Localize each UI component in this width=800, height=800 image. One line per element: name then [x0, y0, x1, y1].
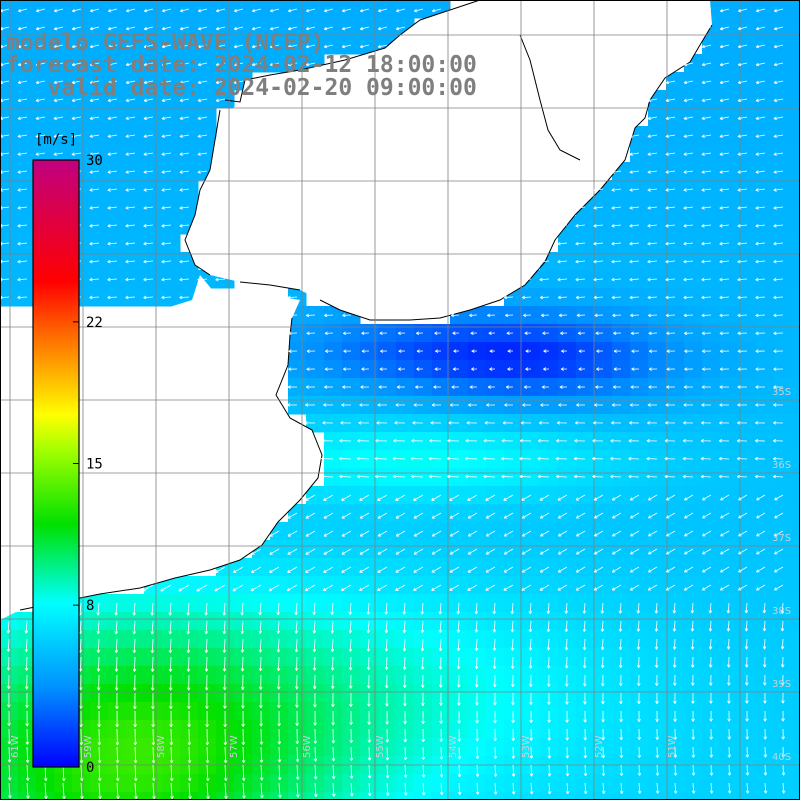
- model-title: modelo GEFS-WAVE (NCEP): [6, 30, 325, 56]
- lon-label: 55W: [375, 735, 386, 758]
- lon-label: 58W: [156, 735, 167, 758]
- lon-label: 61W: [10, 735, 21, 758]
- lon-label: 59W: [83, 735, 94, 758]
- coastline: [19, 0, 713, 611]
- lat-label: 38S: [772, 606, 791, 617]
- lon-label: 51W: [667, 735, 678, 758]
- longitude-labels: 61W 59W 58W 57W 56W 55W 54W 53W 52W 51W: [10, 735, 678, 758]
- uruguay-land: [0, 0, 712, 320]
- lat-label: 39S: [772, 679, 791, 690]
- lon-label: 54W: [448, 735, 459, 758]
- lat-label: 40S: [772, 752, 791, 763]
- lat-label: 36S: [772, 460, 791, 471]
- valid-date: valid date: 2024-02-20 09:00:00: [6, 75, 477, 101]
- colorbar-unit: [m/s]: [35, 132, 78, 148]
- lat-label: 35S: [772, 387, 791, 398]
- lat-label: 37S: [772, 533, 791, 544]
- wind-vectors: [0, 8, 786, 800]
- colorbar-tick-label: 15: [86, 457, 103, 473]
- lon-label: 57W: [229, 735, 240, 758]
- lon-label: 52W: [594, 735, 605, 758]
- land-mask: [0, 0, 712, 620]
- argentina-land: [0, 275, 322, 620]
- lon-label: 56W: [302, 735, 313, 758]
- colorbar-tick-label: 30: [86, 153, 103, 169]
- colorbar-tick-label: 8: [86, 598, 94, 614]
- lon-label: 53W: [521, 735, 532, 758]
- forecast-date: forecast date: 2024-02-12 18:00:00: [6, 52, 477, 78]
- colorbar-tick-label: 0: [86, 760, 94, 776]
- latitude-labels: 35S 36S 37S 38S 39S 40S: [772, 387, 791, 763]
- colorbar: 30 22 15 8 0: [32, 153, 103, 776]
- colorbar-tick-label: 22: [86, 315, 103, 331]
